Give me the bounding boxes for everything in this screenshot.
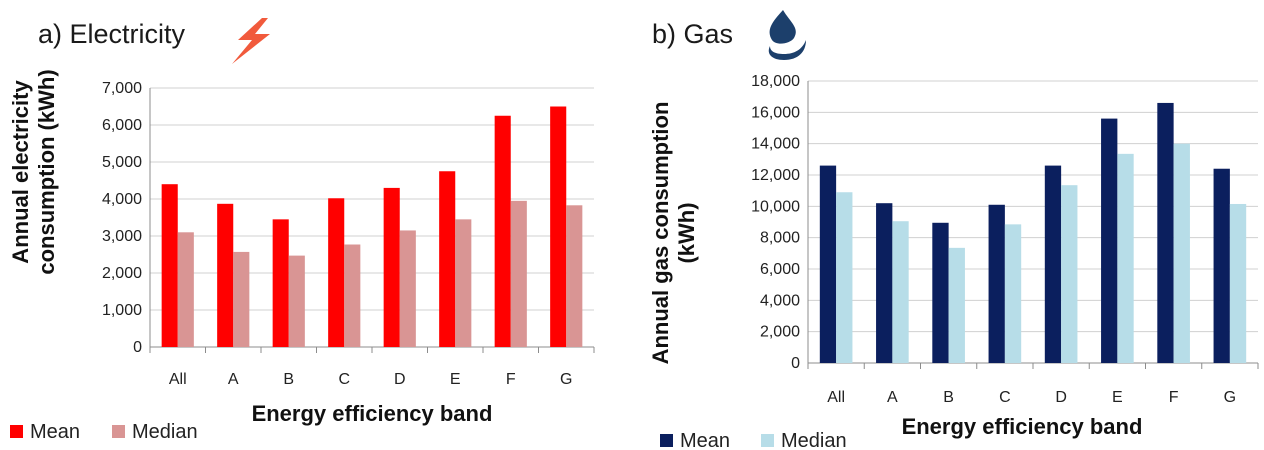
gas-category-label: C [999, 389, 1011, 406]
electricity-bar-median [288, 255, 305, 347]
gas-legend-mean-label: Mean [680, 430, 730, 450]
electricity-y-tick-label: 7,000 [102, 80, 142, 97]
gas-y-tick-label: 4,000 [760, 292, 800, 309]
gas-bar-median [836, 192, 853, 363]
gas-category-label: E [1112, 389, 1123, 406]
gas-bar-median [1004, 224, 1022, 363]
gas-y-tick-label: 2,000 [760, 324, 800, 341]
gas-category-label: All [827, 389, 845, 406]
electricity-bar-median [344, 244, 361, 347]
electricity-y-axis-label-line2: consumption (kWh) [34, 69, 59, 274]
electricity-bar-mean [383, 187, 400, 347]
gas-plot-area: 0 2,000 4,000 6,000 8,000 10,000 12,000 14,000 1… [751, 73, 1259, 406]
electricity-category-label: F [506, 371, 516, 388]
electricity-bar-mean [328, 198, 345, 347]
electricity-y-tick-label: 3,000 [102, 228, 142, 245]
electricity-y-axis-label: Annual electricity consumption (kWh) [8, 69, 59, 274]
gas-y-axis-label-line1: Annual gas consumption [648, 102, 673, 365]
electricity-x-axis-label: Energy efficiency band [252, 401, 493, 426]
electricity-bar-median [233, 251, 250, 347]
gas-category-label: D [1055, 389, 1067, 406]
gas-legend: Mean Median [660, 430, 847, 450]
gas-y-tick-label: 12,000 [751, 167, 800, 184]
gas-bar-mean [876, 203, 893, 363]
gas-bar-mean [1157, 102, 1174, 363]
electricity-category-label: E [450, 371, 461, 388]
electricity-bar-median [455, 219, 472, 347]
electricity-y-tick-label: 6,000 [102, 117, 142, 134]
gas-legend-median-swatch [761, 434, 774, 447]
electricity-bar-mean [217, 203, 234, 347]
gas-bar-median [1061, 185, 1078, 363]
electricity-category-label: D [394, 371, 406, 388]
gas-bar-mean [819, 165, 837, 363]
electricity-category-label: A [228, 371, 239, 388]
gas-y-tick-label: 6,000 [760, 261, 800, 278]
electricity-legend-median-swatch [112, 425, 125, 438]
gas-bar-median [1229, 203, 1247, 363]
gas-bar-mean [1101, 118, 1118, 363]
electricity-plot-area: 0 1,000 2,000 3,000 4,000 5,000 6,000 7,000 All A… [102, 80, 595, 388]
gas-legend-median-label: Median [781, 430, 847, 450]
panel-electricity: a) Electricity Annual electricity consum… [8, 18, 595, 443]
electricity-legend-mean-swatch [10, 425, 23, 438]
electricity-y-axis-label-line1: Annual electricity [8, 80, 33, 264]
gas-y-axis-label-line2: (kWh) [674, 202, 699, 263]
gas-bar-mean [1044, 165, 1062, 363]
gas-bar-median [948, 247, 965, 363]
gas-y-tick-label: 14,000 [751, 136, 800, 153]
gas-y-tick-label: 8,000 [760, 230, 800, 247]
gas-x-axis-label: Energy efficiency band [902, 414, 1143, 439]
gas-category-label: A [887, 389, 898, 406]
gas-y-tick-label: 10,000 [751, 198, 800, 215]
electricity-y-tick-label: 1,000 [102, 302, 142, 319]
electricity-bar-median [566, 205, 583, 347]
gas-y-tick-label: 0 [791, 355, 800, 372]
gas-category-label: B [943, 389, 954, 406]
electricity-category-label: G [560, 371, 572, 388]
electricity-bar-mean [272, 219, 289, 347]
electricity-y-tick-label: 5,000 [102, 154, 142, 171]
electricity-y-tick-label: 4,000 [102, 191, 142, 208]
lightning-bolt-icon [232, 18, 270, 64]
electricity-category-label: B [283, 371, 294, 388]
gas-bar-median [892, 221, 909, 363]
electricity-chart-title: a) Electricity [38, 19, 186, 49]
electricity-category-label: C [338, 371, 350, 388]
electricity-bar-median [399, 230, 416, 347]
electricity-bar-mean [161, 184, 178, 347]
electricity-bar-mean [550, 106, 567, 347]
flame-icon [768, 10, 806, 60]
electricity-y-tick-label: 2,000 [102, 265, 142, 282]
panel-gas: b) Gas Annual gas consumption (kWh) 0 2,0… [648, 10, 1259, 450]
gas-y-tick-label: 16,000 [751, 104, 800, 121]
electricity-legend: Mean Median [10, 421, 198, 443]
gas-bar-mean [932, 222, 949, 363]
gas-bar-median [1117, 153, 1134, 363]
gas-bar-mean [988, 204, 1005, 363]
gas-bar-mean [1213, 168, 1230, 363]
gas-category-label: G [1224, 389, 1236, 406]
electricity-legend-median-label: Median [132, 421, 198, 443]
gas-y-axis-label: Annual gas consumption (kWh) [648, 102, 699, 365]
gas-category-label: F [1169, 389, 1179, 406]
electricity-bar-median [177, 232, 194, 347]
electricity-category-label: All [169, 371, 187, 388]
electricity-bar-mean [439, 171, 456, 347]
electricity-y-tick-label: 0 [133, 339, 142, 356]
electricity-bar-mean [494, 115, 511, 347]
gas-y-tick-label: 18,000 [751, 73, 800, 90]
electricity-legend-mean-label: Mean [30, 421, 80, 443]
electricity-bar-median [510, 200, 527, 347]
gas-bar-median [1173, 143, 1190, 363]
gas-chart-title: b) Gas [652, 19, 733, 49]
gas-legend-mean-swatch [660, 434, 673, 447]
